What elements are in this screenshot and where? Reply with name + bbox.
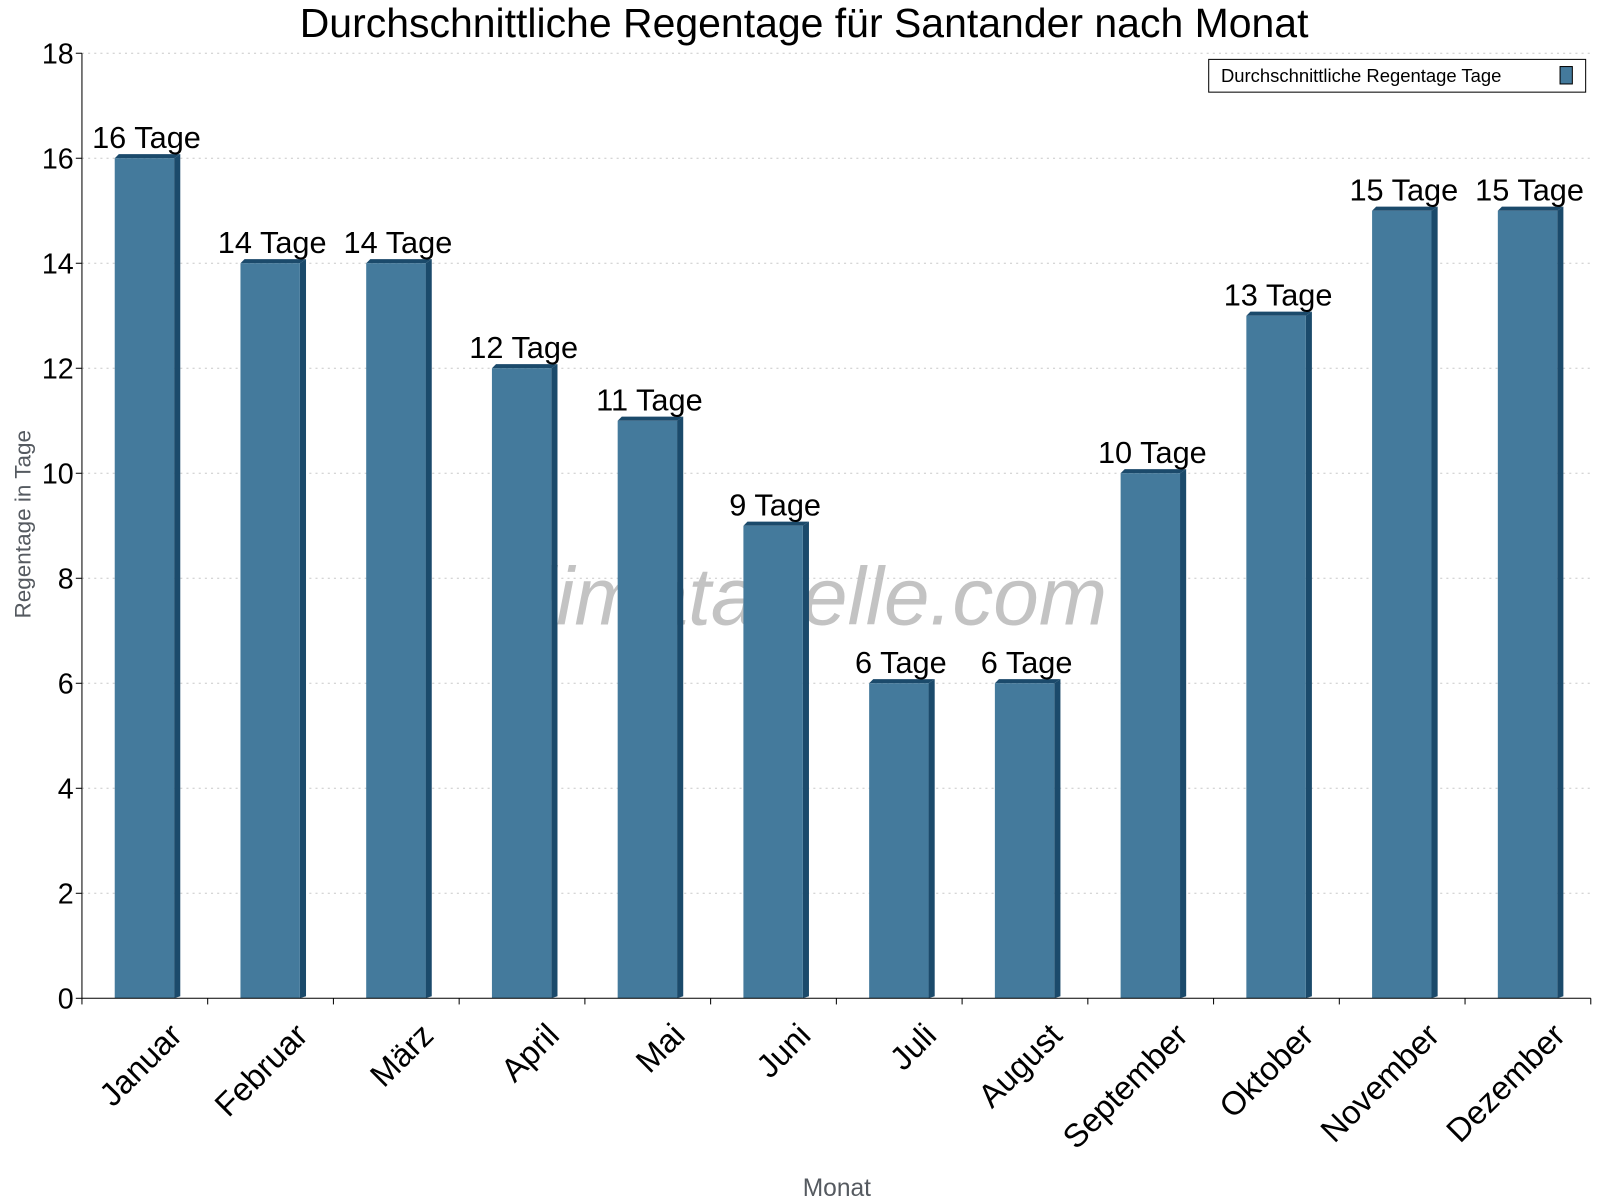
bar-top xyxy=(743,521,809,526)
bar-side xyxy=(802,521,809,999)
bar-top xyxy=(114,154,181,159)
y-tick-label: 14 xyxy=(42,248,74,280)
bar xyxy=(743,525,803,999)
bar xyxy=(366,263,426,999)
data-label: 14 Tage xyxy=(344,225,453,260)
bar xyxy=(1372,210,1432,999)
bar-side xyxy=(425,259,432,999)
chart-title: Durchschnittliche Regentage für Santande… xyxy=(300,0,1309,46)
data-label: 11 Tage xyxy=(596,383,703,418)
x-tick-label: Dezember xyxy=(1439,1016,1572,1149)
y-tick-label: 6 xyxy=(58,669,74,701)
bar-top xyxy=(994,679,1061,684)
x-tick-label: Januar xyxy=(92,1016,189,1113)
bar xyxy=(491,368,552,999)
data-label: 12 Tage xyxy=(469,330,578,365)
data-label: 14 Tage xyxy=(218,225,327,260)
bar xyxy=(994,683,1055,999)
data-label: 15 Tage xyxy=(1349,173,1458,208)
bar-top xyxy=(1372,206,1438,211)
bar xyxy=(1497,210,1558,999)
bar-top xyxy=(617,416,684,421)
bar-side xyxy=(1305,311,1312,999)
legend: Durchschnittliche Regentage Tage xyxy=(1208,58,1587,93)
data-label: 10 Tage xyxy=(1098,435,1207,470)
y-axis-label: Regentage in Tage xyxy=(11,430,36,619)
x-tick-label: April xyxy=(493,1016,566,1089)
bar-side xyxy=(299,259,307,999)
x-tick-label: Juni xyxy=(749,1016,818,1085)
data-label: 6 Tage xyxy=(855,645,947,680)
bar-side xyxy=(1054,679,1061,999)
data-label: 6 Tage xyxy=(981,645,1073,680)
x-tick-label: November xyxy=(1313,1016,1446,1149)
legend-box xyxy=(1208,58,1587,93)
bar-side xyxy=(928,679,935,999)
bar-top xyxy=(366,259,432,264)
data-label: 13 Tage xyxy=(1224,278,1333,313)
x-tick-label: August xyxy=(971,1016,1069,1114)
x-tick-label: Mai xyxy=(628,1016,692,1079)
bar-side xyxy=(174,154,181,999)
legend-label: Durchschnittliche Regentage Tage xyxy=(1221,65,1501,86)
data-label: 9 Tage xyxy=(729,488,821,523)
bar-top xyxy=(240,259,307,264)
bar-side xyxy=(677,416,684,999)
bar xyxy=(869,683,929,999)
bar-top xyxy=(1497,206,1564,211)
x-tick-label: Juli xyxy=(882,1016,943,1077)
x-tick-label: September xyxy=(1055,1016,1195,1156)
x-tick-label: März xyxy=(363,1016,441,1094)
legend-swatch xyxy=(1559,66,1573,85)
bar-side xyxy=(1180,469,1187,999)
bar-side xyxy=(1431,206,1438,999)
bar-top xyxy=(869,679,935,684)
bar-top xyxy=(1246,311,1312,316)
data-label: 15 Tage xyxy=(1475,173,1584,208)
bar-top xyxy=(1120,469,1187,474)
y-tick-label: 10 xyxy=(42,459,74,491)
y-tick-label: 12 xyxy=(42,354,74,386)
y-tick-label: 0 xyxy=(58,984,74,1016)
bar xyxy=(240,263,300,999)
bar-top xyxy=(491,364,558,369)
bar xyxy=(1120,473,1181,999)
bar xyxy=(1246,315,1306,999)
y-tick-label: 2 xyxy=(58,879,74,911)
x-tick-label: Oktober xyxy=(1212,1016,1321,1125)
x-axis-label: Monat xyxy=(803,1175,871,1200)
bar-side xyxy=(551,364,558,999)
y-tick-label: 8 xyxy=(58,564,74,596)
bars: 16 Tage 14 Tage 14 Tage 12 Tage 11 Tage 9 Tag… xyxy=(92,120,1584,999)
bar-side xyxy=(1557,206,1564,999)
y-tick-label: 18 xyxy=(42,38,74,70)
bar xyxy=(617,420,678,999)
y-tick-label: 4 xyxy=(58,774,74,806)
data-label: 16 Tage xyxy=(92,120,201,155)
x-tick-label: Februar xyxy=(207,1016,314,1123)
y-tick-label: 16 xyxy=(42,143,74,175)
bar xyxy=(114,158,175,999)
